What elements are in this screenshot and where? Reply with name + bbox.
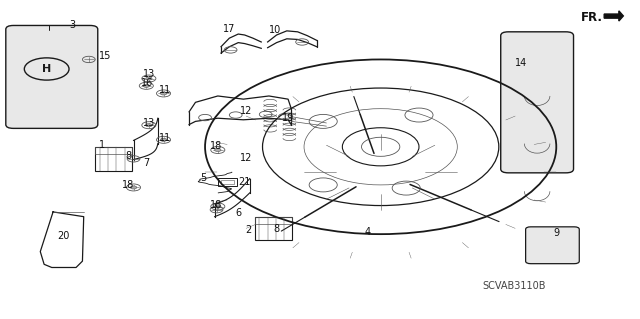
- Text: 4: 4: [365, 227, 371, 237]
- Text: H: H: [42, 64, 51, 74]
- Text: 1: 1: [99, 140, 105, 150]
- Bar: [255, 217, 292, 224]
- Text: 15: 15: [99, 51, 111, 61]
- Circle shape: [146, 77, 152, 80]
- Text: 10: 10: [269, 25, 282, 35]
- Circle shape: [214, 205, 221, 208]
- Text: 11: 11: [159, 85, 172, 95]
- Text: 13: 13: [143, 118, 155, 128]
- Text: 6: 6: [235, 208, 241, 218]
- Circle shape: [161, 92, 167, 95]
- FancyBboxPatch shape: [525, 227, 579, 264]
- Text: FR.: FR.: [580, 11, 602, 24]
- Bar: [95, 147, 132, 171]
- Text: 2: 2: [245, 225, 252, 235]
- Text: 13: 13: [143, 69, 155, 79]
- Text: 20: 20: [57, 231, 70, 241]
- Text: SCVAB3110B: SCVAB3110B: [483, 281, 547, 291]
- Bar: [95, 147, 132, 154]
- Text: 18: 18: [211, 141, 223, 151]
- FancyBboxPatch shape: [6, 26, 98, 128]
- Text: 18: 18: [122, 180, 134, 190]
- Circle shape: [161, 138, 167, 141]
- Text: 12: 12: [241, 153, 253, 163]
- Text: 7: 7: [143, 158, 149, 168]
- Text: 17: 17: [223, 24, 236, 33]
- Text: 16: 16: [141, 78, 154, 88]
- FancyBboxPatch shape: [500, 32, 573, 173]
- Circle shape: [146, 123, 152, 127]
- Text: 21: 21: [239, 177, 251, 187]
- Text: 8: 8: [273, 224, 280, 234]
- Bar: [221, 180, 234, 184]
- Text: 18: 18: [211, 200, 223, 210]
- Circle shape: [214, 148, 221, 152]
- Text: 5: 5: [201, 173, 207, 183]
- Text: 8: 8: [125, 151, 131, 161]
- Text: 14: 14: [515, 58, 527, 68]
- Text: 3: 3: [70, 19, 76, 30]
- Text: 19: 19: [282, 113, 294, 122]
- Text: 11: 11: [159, 133, 172, 143]
- Circle shape: [143, 84, 150, 87]
- Polygon shape: [604, 11, 623, 21]
- Text: 9: 9: [553, 228, 559, 238]
- Bar: [218, 178, 237, 186]
- Bar: [255, 217, 292, 241]
- Circle shape: [131, 186, 137, 189]
- Text: 12: 12: [241, 106, 253, 116]
